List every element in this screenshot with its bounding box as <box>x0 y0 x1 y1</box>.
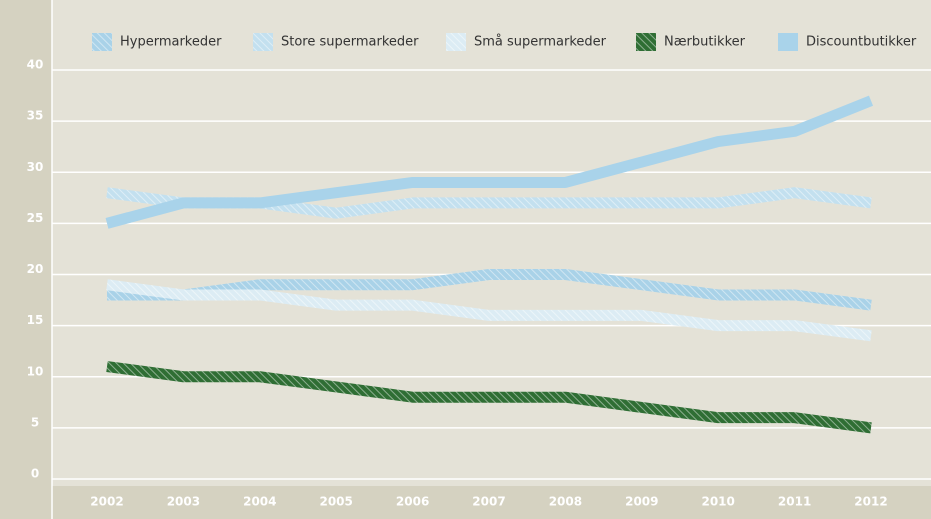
x-tick-label: 2010 <box>701 495 734 509</box>
series-line <box>106 279 872 342</box>
y-axis-band <box>0 0 52 519</box>
legend-label: Små supermarkeder <box>474 35 607 50</box>
series-line <box>107 269 872 311</box>
y-tick-label: 0 <box>31 467 39 481</box>
x-tick-label: 2009 <box>625 495 658 509</box>
x-tick-label: 2002 <box>90 495 123 509</box>
x-tick-label: 2004 <box>243 495 276 509</box>
x-tick-label: 2011 <box>778 495 811 509</box>
x-tick-label: 2005 <box>319 495 352 509</box>
legend-swatch <box>778 33 798 51</box>
legend-label: Nærbutikker <box>664 35 746 50</box>
legend-swatch <box>253 33 273 51</box>
series-line <box>105 95 874 229</box>
x-tick-label: 2008 <box>549 495 582 509</box>
y-tick-label: 30 <box>27 160 44 174</box>
legend-label: Hypermarkeder <box>120 35 222 50</box>
legend-label: Discountbutikker <box>806 35 917 50</box>
y-tick-label: 20 <box>27 262 44 276</box>
y-tick-label: 15 <box>27 313 44 327</box>
x-tick-label: 2006 <box>396 495 429 509</box>
y-tick-label: 40 <box>27 58 44 72</box>
x-tick-label: 2007 <box>472 495 505 509</box>
series-line <box>106 361 872 434</box>
legend-swatch <box>636 33 656 51</box>
y-tick-label: 5 <box>31 415 39 429</box>
x-axis-band <box>52 486 931 519</box>
y-tick-label: 35 <box>27 109 44 123</box>
legend-label: Store supermarkeder <box>281 35 419 50</box>
legend-swatch <box>92 33 112 51</box>
legend-swatch <box>446 33 466 51</box>
y-tick-label: 25 <box>27 211 44 225</box>
y-tick-label: 10 <box>27 364 44 378</box>
x-tick-label: 2003 <box>167 495 200 509</box>
x-tick-label: 2012 <box>854 495 887 509</box>
